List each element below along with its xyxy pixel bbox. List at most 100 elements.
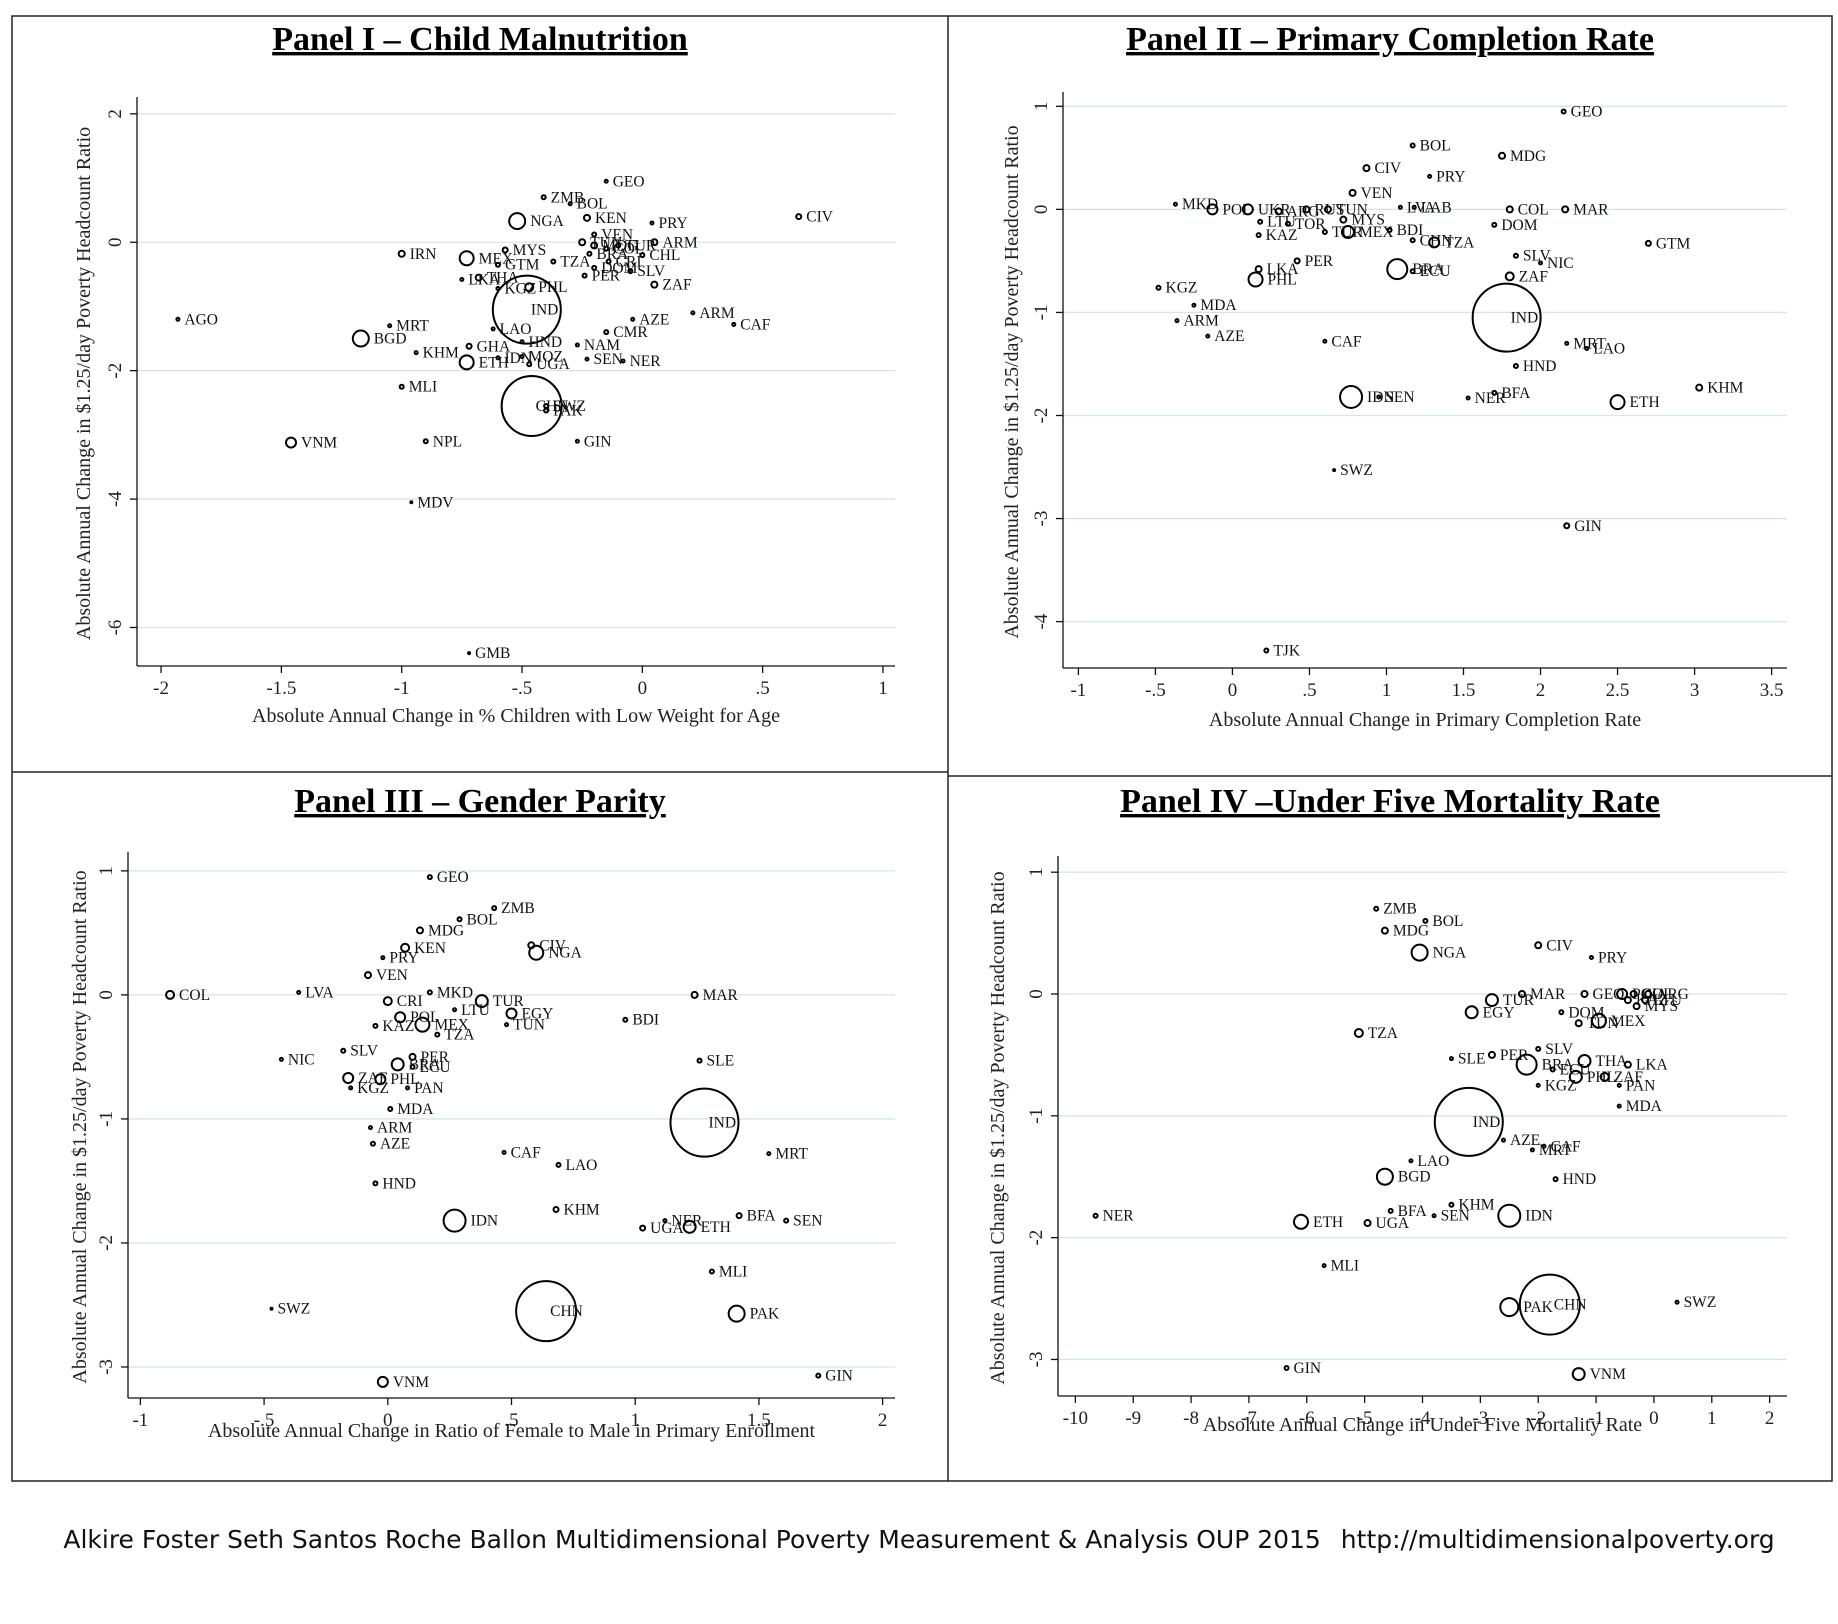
data-point (456, 916, 463, 923)
data-point (1499, 1297, 1520, 1318)
data-point (409, 1063, 416, 1070)
x-tick-label: 1 (1382, 680, 1392, 701)
data-point (1427, 173, 1433, 179)
point-label: AGO (184, 311, 218, 328)
data-point (1205, 333, 1211, 339)
data-point (1284, 220, 1291, 227)
data-point (382, 996, 393, 1007)
point-label: PHL (390, 1071, 419, 1088)
data-point (1512, 363, 1519, 370)
y-tick-label: -1 (96, 1111, 117, 1127)
y-tick-label: -3 (1026, 1352, 1047, 1368)
data-point (1241, 203, 1254, 216)
data-point (495, 355, 501, 361)
point-label: MEX (1611, 1013, 1645, 1030)
data-point (735, 1212, 743, 1220)
data-point (603, 245, 610, 252)
point-label: LTU (1653, 992, 1682, 1009)
y-axis-label: Absolute Annual Change in $1.25/day Pove… (69, 870, 91, 1383)
point-label: BFA (1501, 385, 1531, 402)
point-label: COL (179, 987, 210, 1004)
point-label: PER (592, 268, 621, 285)
data-point (526, 361, 533, 368)
point-label: MYS (513, 242, 547, 259)
point-label: NAM (584, 337, 620, 354)
point-label: PAK (750, 1306, 780, 1323)
data-point (175, 316, 181, 322)
y-tick-label: 0 (105, 238, 126, 248)
point-label: LKA (468, 271, 501, 288)
point-label: MLI (409, 379, 437, 396)
point-label: ETH (1313, 1214, 1343, 1231)
point-label: IND (1473, 1114, 1501, 1131)
point-label: VNM (393, 1374, 429, 1391)
data-point (474, 994, 489, 1009)
point-label: HND (382, 1175, 416, 1192)
y-tick-label: -2 (1026, 1230, 1047, 1246)
data-point (1362, 164, 1371, 173)
point-label: MDG (428, 922, 464, 939)
point-label: ARM (699, 305, 735, 322)
y-tick-label: -2 (96, 1235, 117, 1251)
data-point (682, 1219, 697, 1234)
footer-url[interactable]: http://multidimensionalpoverty.org (1340, 1525, 1775, 1554)
point-label: CIV (539, 937, 567, 954)
point-label: MDG (1510, 148, 1546, 165)
data-point (415, 926, 424, 935)
data-point (397, 249, 406, 258)
point-label: RUS (1314, 201, 1344, 218)
data-point (413, 350, 419, 356)
data-point (340, 1047, 347, 1054)
y-tick-label: -4 (1031, 613, 1052, 629)
point-label: IDN (1525, 1208, 1553, 1225)
point-label: NER (630, 353, 662, 370)
point-label: SLV (637, 263, 666, 280)
data-point (285, 436, 298, 449)
x-tick-label: 1 (1707, 1408, 1717, 1429)
y-tick-label: -4 (105, 491, 126, 507)
point-label: MAR (703, 987, 739, 1004)
point-label: CAF (511, 1144, 542, 1161)
point-label: AZE (639, 311, 669, 328)
data-point (1574, 1019, 1583, 1028)
point-label: NER (1475, 390, 1507, 407)
data-point (603, 178, 609, 184)
panel-under-five-mortality: Panel IV –Under Five Mortality Rate -3 -2 -… (987, 783, 1787, 1436)
data-point (1206, 203, 1219, 216)
point-label: LKA (1636, 1057, 1669, 1074)
point-label: ZMB (501, 900, 535, 917)
point-label: BRA (596, 246, 629, 263)
point-label: MDA (1200, 297, 1237, 314)
point-label: BOL (1432, 913, 1463, 930)
data-point (1616, 1103, 1622, 1109)
data-point (766, 1151, 772, 1157)
data-point (1568, 1069, 1583, 1084)
data-point (1632, 1002, 1641, 1011)
data-point (1515, 1053, 1538, 1076)
y-tick-label: 1 (1031, 102, 1052, 112)
x-tick-label: 1.5 (747, 1410, 771, 1431)
data-point (620, 358, 626, 364)
point-label: GTM (505, 257, 540, 274)
point-label: VNM (1590, 1366, 1626, 1383)
point-label: GEO (1593, 986, 1625, 1003)
data-point (1353, 1027, 1364, 1038)
point-label: TUN (590, 234, 622, 251)
data-point (555, 1161, 562, 1168)
point-label: ZMB (551, 189, 585, 206)
point-label: BDI (632, 1012, 659, 1029)
x-tick-label: -6 (1299, 1408, 1315, 1429)
data-point (1433, 1086, 1504, 1157)
x-tick-label: -4 (1415, 1408, 1431, 1429)
data-point (467, 651, 472, 656)
point-label: SLV (1523, 248, 1552, 265)
point-label: NPL (433, 433, 462, 450)
point-label: ETH (701, 1219, 731, 1236)
y-tick-label: 1 (96, 866, 117, 876)
data-point (1563, 522, 1571, 530)
x-tick-label: .5 (1302, 680, 1316, 701)
data-point (474, 273, 483, 282)
data-point (1263, 647, 1270, 654)
point-label: SWZ (1340, 462, 1373, 479)
data-point (1428, 236, 1441, 249)
